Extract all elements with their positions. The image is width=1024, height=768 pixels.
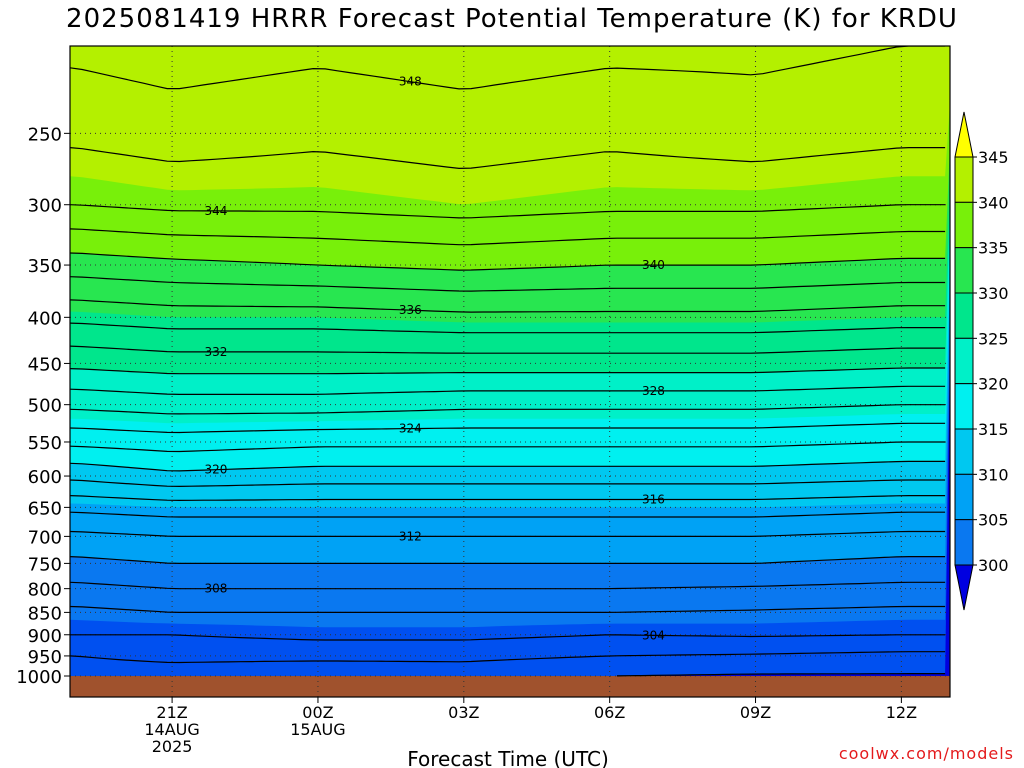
contour-line [70,404,946,415]
x-tick-label: 14AUG [144,720,199,739]
contour-label: 328 [642,384,665,398]
y-tick-label: 400 [28,308,62,329]
contour-line [70,605,946,614]
contour-line [70,495,946,502]
contour-line [70,147,946,170]
y-tick-label: 350 [28,256,62,277]
y-tick-label: 700 [28,527,62,548]
y-tick-label: 450 [28,354,62,375]
x-tick-label: 21Z [156,703,187,722]
contour-line [616,672,946,677]
contour-labels: 348 344 340 336 332 328 324 320 316 312 308 304 [204,75,664,643]
contour-line [70,460,946,472]
contour-line [70,530,946,538]
contour-line [70,299,946,313]
theta-band [70,46,950,205]
contour-label: 332 [204,345,227,359]
colorbar-swatch [954,156,974,203]
y-tick-label: 300 [28,196,62,217]
y-tick-label: 800 [28,580,62,601]
contour-line [70,511,946,518]
y-tick-label: 650 [28,498,62,519]
x-tick-label: 12Z [886,703,917,722]
contour-label: 308 [204,582,227,596]
contour-label: 320 [204,463,227,477]
contour-label: 348 [399,75,422,89]
contour-line [70,651,946,664]
ground [70,676,950,697]
y-tick-label: 950 [28,647,62,668]
contour-label: 312 [399,529,422,543]
y-axis: 2503003504004505005506006507007508008509… [16,124,70,688]
contour-line [70,252,946,271]
contour-line [70,322,946,334]
contour-line [70,46,946,90]
colorbar-top-arrow [954,111,974,158]
contour-line [70,228,946,246]
y-tick-label: 500 [28,396,62,417]
contour-line [70,555,946,565]
colorbar-swatch [954,201,974,249]
y-tick-label: 550 [28,433,62,454]
colorbar-label: 335 [978,239,1009,258]
colorbar-bottom-arrow [954,564,974,611]
colorbar-swatch [954,428,974,475]
contour-line [70,581,946,590]
colorbar-swatch [954,383,974,430]
contour-line [70,385,946,395]
contour-line [70,422,946,434]
x-tick-label: 09Z [740,703,771,722]
colorbar-swatch [954,247,974,294]
colorbar-label: 310 [978,465,1009,484]
contour-line [70,345,946,354]
theta-fill [70,46,950,697]
y-tick-label: 750 [28,554,62,575]
colorbar-swatch [954,473,974,521]
colorbar-label: 305 [978,511,1009,530]
y-tick-label: 250 [28,124,62,145]
contour-line [70,479,946,488]
x-tick-label: 2025 [152,737,193,756]
x-tick-label: 00Z [302,703,333,722]
y-tick-label: 900 [28,626,62,647]
contour-label: 336 [399,303,422,317]
y-tick-label: 850 [28,603,62,624]
contour-line [70,441,946,453]
y-tick-label: 1000 [16,667,62,688]
theta-contours [70,46,946,677]
colorbar-label: 325 [978,329,1009,348]
x-axis-label: Forecast Time (UTC) [407,747,609,768]
colorbar-label: 300 [978,556,1009,575]
contour-label: 324 [399,422,422,436]
colorbar-swatch [954,519,974,566]
y-tick-label: 600 [28,467,62,488]
contour-line [70,634,946,641]
colorbar-label: 320 [978,375,1009,394]
x-tick-label: 06Z [594,703,625,722]
colorbar-label: 315 [978,420,1009,439]
contour-line [70,367,946,375]
colorbar-label: 345 [978,148,1009,167]
plot-frame [69,45,951,698]
contour-label: 344 [204,204,227,218]
contour-line [70,276,946,292]
contour-label: 304 [642,628,665,642]
colorbar-swatch [954,337,974,385]
x-tick-label: 15AUG [290,720,345,739]
x-tick-label: 03Z [448,703,479,722]
colorbar-label: 340 [978,193,1009,212]
credit-text: coolwx.com/models [838,744,1014,763]
chart-title: 2025081419 HRRR Forecast Potential Tempe… [66,4,958,34]
colorbar: 300 305 310 315 320 325 330 335 340 345 [954,111,1009,611]
colorbar-label: 330 [978,284,1009,303]
contour-label: 340 [642,258,665,272]
contour-label: 316 [642,493,665,507]
colorbar-swatch [954,292,974,339]
contour-line [70,204,946,219]
